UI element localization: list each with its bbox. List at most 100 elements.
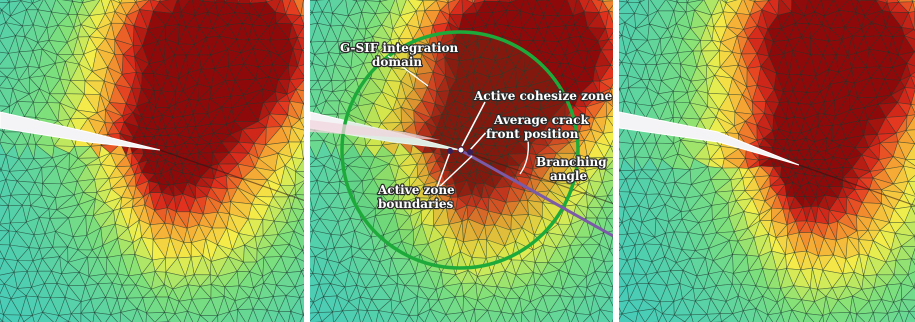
az-label-line1: Active zone [377, 183, 455, 197]
branching-label-line2: angle [550, 169, 587, 183]
mesh-element [892, 310, 904, 322]
mesh-element [299, 296, 304, 316]
mesh-element [300, 133, 304, 143]
mesh-element [609, 145, 613, 153]
mesh-element [334, 310, 349, 322]
crack-path-line [159, 149, 304, 201]
mesh-element [911, 247, 915, 260]
mesh-element [765, 314, 774, 322]
mesh-element [237, 0, 251, 4]
az-leader-1 [435, 151, 451, 191]
mesh-element [158, 0, 170, 3]
mesh-element [710, 312, 722, 322]
mesh-element [619, 313, 635, 322]
mesh-element [310, 59, 313, 65]
mesh-element [387, 312, 399, 322]
mesh-element [298, 218, 304, 233]
mesh-element [295, 88, 304, 105]
mesh-element [604, 159, 613, 171]
mesh-element [606, 272, 613, 288]
mesh-element [30, 0, 35, 5]
mesh-element [302, 249, 304, 255]
mesh-element [787, 309, 800, 322]
mesh-element [608, 286, 613, 299]
mesh-element [818, 314, 824, 322]
mesh-element [802, 313, 815, 322]
mesh-element [302, 244, 304, 251]
mesh-element [906, 62, 915, 76]
mesh-element [302, 311, 304, 316]
mesh-element [724, 0, 728, 4]
mesh-triangles [619, 0, 915, 322]
mesh-element [606, 217, 613, 229]
mesh-triangles [0, 0, 304, 322]
mesh-element [610, 83, 613, 89]
mesh-element [197, 314, 209, 322]
mesh-element [296, 25, 304, 39]
mesh-element [105, 314, 118, 322]
mesh-element [571, 312, 579, 322]
crack-opening [619, 111, 800, 166]
mesh-element [610, 57, 613, 66]
mesh-element [720, 313, 739, 322]
mesh-element [610, 88, 613, 107]
mesh-element [619, 87, 621, 90]
active-cz-label: Active cohesize zone [473, 89, 613, 103]
mesh-element [619, 30, 623, 36]
mesh-element [295, 194, 304, 211]
mesh-element [351, 0, 357, 2]
mesh-element [619, 61, 623, 67]
mesh-element [300, 0, 304, 17]
mesh-element [608, 4, 613, 13]
mesh-element [294, 171, 304, 179]
mesh-element [119, 311, 133, 322]
mesh-element [903, 35, 915, 53]
avg-crack-front-point [457, 146, 465, 154]
mesh-element [597, 308, 610, 322]
mesh-element [0, 318, 4, 322]
mesh-element [310, 311, 323, 322]
mesh-element [440, 313, 452, 322]
mesh-element [606, 107, 613, 118]
mesh-element [604, 168, 613, 176]
mesh-element [476, 309, 492, 322]
mesh-element [236, 308, 246, 322]
gsif-leader [387, 55, 429, 87]
mesh-element [684, 314, 694, 322]
mesh-element [288, 310, 296, 322]
mesh-element [583, 314, 595, 322]
mesh-element [68, 313, 80, 322]
mesh-element [416, 314, 425, 322]
mesh-element [619, 217, 623, 223]
mesh-element [855, 313, 866, 322]
mesh-element [611, 319, 613, 322]
mesh-element [645, 308, 659, 322]
mesh-element [609, 234, 613, 251]
crack-path-line [798, 164, 915, 207]
mesh-element [167, 313, 182, 322]
az-leader-2 [435, 155, 473, 191]
mesh-element [299, 102, 304, 121]
mesh-element [470, 308, 476, 322]
mesh-element [879, 312, 890, 322]
mesh-element [131, 308, 144, 322]
mesh-element [668, 314, 686, 322]
mesh-panel-left [0, 0, 304, 322]
avg-front-label-line2: front position [486, 127, 579, 141]
mesh-element [297, 49, 304, 67]
mesh-element [868, 311, 876, 322]
mesh-element [375, 309, 385, 322]
mesh-element [145, 312, 155, 322]
active-cz-leader [461, 101, 486, 147]
mesh-element [907, 271, 915, 289]
mesh-element [297, 64, 304, 77]
mesh-element [471, 0, 476, 5]
mesh-element [609, 64, 613, 71]
mesh-element [508, 313, 518, 322]
mesh-element [606, 264, 613, 273]
mesh-element [905, 115, 915, 131]
mesh-element [697, 313, 711, 322]
mesh-element [299, 116, 304, 129]
mesh-middle-svg: G-SIF integration domain Active cohesize… [310, 0, 613, 322]
mesh-panel-right [619, 0, 915, 322]
